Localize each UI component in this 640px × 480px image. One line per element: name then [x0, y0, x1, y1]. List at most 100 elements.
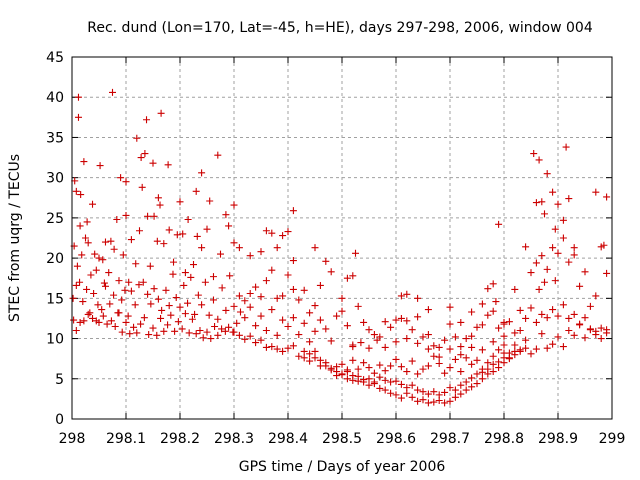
data-point: [414, 370, 422, 378]
data-point: [268, 229, 276, 237]
data-point: [478, 300, 486, 308]
data-point: [139, 278, 147, 286]
data-point: [205, 311, 213, 319]
data-point: [495, 220, 503, 228]
data-point: [171, 327, 179, 335]
data-point: [119, 251, 127, 259]
x-tick-label: 298.3: [214, 431, 254, 447]
data-point: [430, 352, 438, 360]
x-tick-label: 298.6: [376, 431, 416, 447]
data-point: [230, 201, 238, 209]
data-point: [376, 361, 384, 369]
data-point: [96, 162, 104, 170]
data-point: [198, 244, 206, 252]
data-point: [235, 244, 243, 252]
gridlines: [72, 57, 612, 419]
data-point: [565, 314, 573, 322]
data-point: [397, 292, 405, 300]
data-point: [333, 363, 341, 371]
data-point: [408, 393, 416, 401]
data-point: [570, 251, 578, 259]
data-point: [127, 236, 135, 244]
data-point: [222, 306, 230, 314]
data-point: [327, 268, 335, 276]
data-point: [209, 273, 217, 281]
data-point: [457, 368, 465, 376]
data-point: [343, 274, 351, 282]
data-point: [289, 314, 297, 322]
data-point: [105, 269, 113, 277]
data-point: [408, 357, 416, 365]
data-point: [87, 271, 95, 279]
data-point: [111, 322, 119, 330]
data-point: [179, 230, 187, 238]
data-point: [262, 227, 270, 235]
data-point: [541, 210, 548, 218]
data-point: [322, 362, 330, 370]
data-point: [478, 321, 486, 329]
x-tick-label: 298.2: [160, 431, 200, 447]
data-point: [408, 381, 416, 389]
data-point: [559, 234, 567, 242]
data-point: [457, 351, 465, 359]
data-point: [132, 260, 140, 268]
data-point: [327, 337, 335, 345]
data-point: [154, 295, 162, 303]
data-point: [236, 308, 244, 316]
data-point: [570, 310, 578, 318]
data-point: [214, 331, 222, 339]
data-point: [101, 238, 109, 246]
data-point: [146, 262, 154, 270]
data-point: [538, 310, 546, 318]
data-point: [118, 328, 126, 336]
data-point: [489, 280, 497, 288]
y-tick-label: 0: [55, 412, 64, 428]
data-point: [543, 314, 551, 322]
data-point: [551, 225, 559, 233]
data-point: [300, 319, 308, 327]
data-point: [408, 326, 416, 334]
x-tick-label: 298.8: [484, 431, 524, 447]
data-point: [446, 303, 454, 311]
data-point: [113, 215, 121, 223]
data-point: [69, 294, 77, 302]
data-point: [446, 345, 454, 353]
data-point: [136, 227, 143, 235]
data-point: [549, 188, 557, 196]
data-point: [86, 309, 94, 317]
data-point: [484, 311, 492, 319]
data-point: [198, 301, 206, 309]
data-point: [118, 296, 126, 304]
data-point: [403, 368, 411, 376]
data-point: [473, 356, 481, 364]
data-point: [530, 150, 538, 158]
data-point: [441, 369, 449, 377]
data-point: [343, 322, 351, 330]
data-point: [387, 323, 395, 331]
data-point: [257, 336, 265, 344]
plot-frame: [71, 56, 613, 420]
data-point: [522, 314, 530, 322]
data-point: [311, 354, 319, 362]
data-point: [110, 291, 118, 299]
data-point: [273, 331, 281, 339]
data-point: [457, 381, 465, 389]
data-point: [103, 320, 111, 328]
data-point: [110, 245, 118, 253]
data-point: [185, 329, 193, 337]
data-point: [99, 312, 107, 320]
data-point: [196, 327, 204, 335]
data-point: [565, 327, 573, 335]
chart-title: Rec. dund (Lon=170, Lat=-45, h=HE), days…: [87, 20, 593, 36]
data-point: [543, 170, 551, 178]
data-point: [138, 183, 146, 191]
data-point: [149, 324, 157, 332]
data-point: [516, 347, 524, 355]
data-point: [127, 287, 135, 295]
data-point: [511, 341, 519, 349]
data-point: [73, 262, 81, 270]
data-point: [403, 290, 411, 298]
data-point: [203, 225, 211, 233]
data-point: [295, 296, 303, 304]
data-point: [133, 134, 141, 142]
